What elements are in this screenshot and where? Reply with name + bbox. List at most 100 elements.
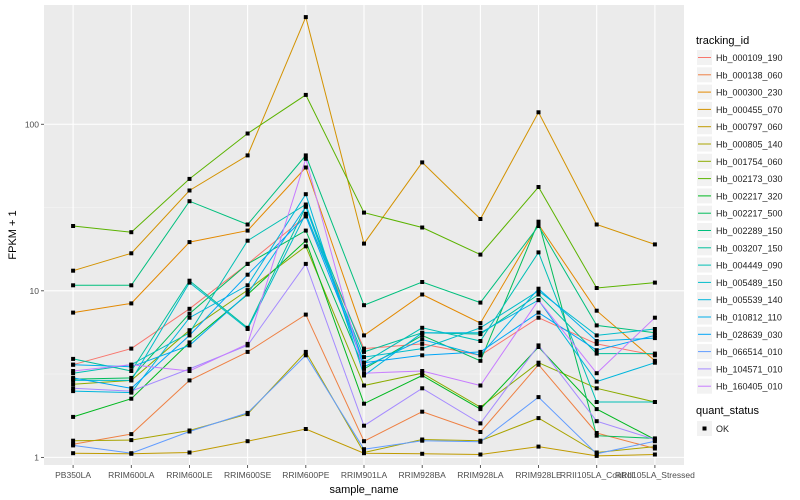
- data-point: [187, 315, 192, 320]
- data-point: [594, 451, 599, 456]
- data-point: [420, 451, 425, 456]
- data-point: [536, 444, 541, 449]
- data-point: [652, 315, 657, 320]
- data-point: [303, 214, 308, 219]
- legend-item: Hb_160405_010: [697, 378, 783, 394]
- x-tick-label: RRIM928LE: [515, 470, 562, 480]
- data-point: [420, 341, 425, 346]
- data-point: [362, 346, 366, 351]
- data-point: [303, 153, 308, 158]
- data-point: [362, 349, 366, 354]
- data-point: [536, 286, 541, 291]
- data-point: [594, 351, 599, 356]
- data-point: [478, 383, 483, 388]
- data-point: [71, 224, 76, 228]
- data-point: [478, 358, 483, 363]
- data-point: [129, 386, 134, 391]
- data-point: [303, 204, 308, 209]
- data-point: [652, 327, 657, 331]
- data-point: [362, 383, 366, 388]
- data-point: [362, 210, 366, 215]
- data-point: [129, 346, 134, 351]
- data-point: [71, 268, 76, 273]
- legend-item: Hb_001754_060: [697, 153, 783, 169]
- data-point: [536, 343, 541, 348]
- legend-label: Hb_001754_060: [716, 157, 783, 167]
- data-point: [594, 333, 599, 338]
- data-point: [303, 211, 308, 216]
- legend-title: tracking_id: [696, 35, 749, 47]
- data-point: [536, 250, 541, 255]
- legend-item: Hb_002173_030: [697, 171, 783, 187]
- legend-label: Hb_002217_500: [716, 209, 783, 219]
- x-tick-label: RRIM600LA: [108, 470, 155, 480]
- data-point: [652, 280, 657, 285]
- data-point: [594, 222, 599, 227]
- data-point: [420, 369, 425, 373]
- legend-label: Hb_000138_060: [716, 70, 783, 80]
- data-point: [303, 192, 308, 197]
- data-point: [420, 292, 425, 297]
- legend-label: Hb_000300_230: [716, 88, 783, 98]
- data-point: [478, 339, 483, 343]
- legend-items: Hb_000109_190 Hb_000138_060 Hb_000300_230 H…: [697, 50, 783, 394]
- data-point: [594, 308, 599, 313]
- data-point: [362, 364, 366, 369]
- data-point: [420, 280, 425, 284]
- data-point: [478, 325, 483, 330]
- data-point: [478, 330, 483, 335]
- data-point: [71, 451, 76, 456]
- data-point: [303, 165, 308, 170]
- data-point: [71, 356, 76, 361]
- data-point: [594, 341, 599, 346]
- data-point: [71, 438, 76, 443]
- data-point: [362, 355, 366, 360]
- data-point: [129, 369, 134, 373]
- data-point: [129, 362, 134, 367]
- data-point: [420, 160, 425, 165]
- data-point: [420, 438, 425, 443]
- legend-label: Hb_160405_010: [716, 382, 783, 392]
- data-point: [536, 360, 541, 365]
- data-point: [420, 330, 425, 335]
- data-point: [187, 311, 192, 316]
- legend-label: Hb_000455_070: [716, 105, 783, 115]
- data-point: [362, 333, 366, 338]
- data-point: [129, 432, 134, 437]
- data-point: [420, 337, 425, 342]
- legend-label: Hb_002289_150: [716, 226, 783, 236]
- data-point: [594, 323, 599, 328]
- data-point: [187, 450, 192, 455]
- data-point: [129, 389, 134, 394]
- legend-label: Hb_028639_030: [716, 330, 783, 340]
- data-point: [594, 400, 599, 404]
- legend-item: Hb_003207_150: [697, 240, 783, 256]
- data-point: [420, 353, 425, 358]
- data-point: [652, 242, 657, 247]
- data-point: [536, 315, 541, 320]
- data-point: [245, 291, 250, 296]
- data-point: [71, 382, 76, 387]
- legend-item: Hb_000797_060: [697, 119, 783, 135]
- legend-label: Hb_000805_140: [716, 140, 783, 150]
- data-point: [245, 349, 250, 354]
- x-tick-label: RRIM901LA: [341, 470, 388, 480]
- x-tick-label: RRII105LA_Stressed: [615, 470, 695, 480]
- data-point: [536, 110, 541, 115]
- data-point: [478, 452, 483, 457]
- data-point: [652, 444, 657, 449]
- data-point: [362, 450, 366, 455]
- data-point: [362, 439, 366, 444]
- data-point: [71, 386, 76, 391]
- data-point: [420, 373, 425, 378]
- data-point: [362, 401, 366, 406]
- legend-item: Hb_066514_010: [697, 344, 783, 360]
- data-point: [245, 283, 250, 288]
- data-point: [362, 373, 366, 378]
- data-point: [245, 439, 250, 444]
- data-point: [478, 353, 483, 358]
- data-point: [303, 427, 308, 431]
- data-point: [652, 330, 657, 335]
- data-point: [187, 369, 192, 373]
- data-point: [536, 185, 541, 189]
